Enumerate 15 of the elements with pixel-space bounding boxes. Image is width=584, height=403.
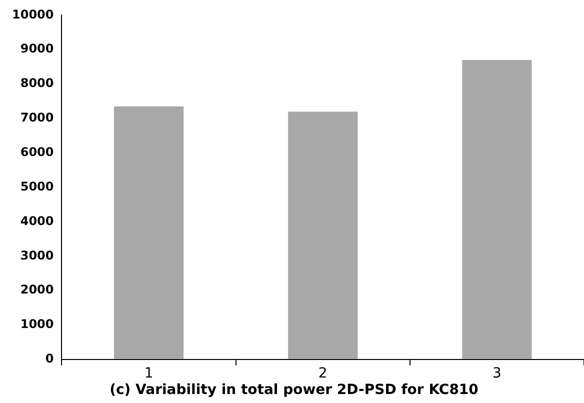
x-tick-label: 1 <box>144 365 154 382</box>
y-tick-label: 8000 <box>20 76 54 90</box>
y-tick-label: 9000 <box>20 42 54 56</box>
y-tick-label: 1000 <box>20 317 54 332</box>
y-tick-label: 0 <box>45 352 54 366</box>
y-tick-label: 2000 <box>20 282 54 297</box>
y-tick-label: 6000 <box>20 145 54 160</box>
x-tick-label: 2 <box>318 365 328 382</box>
y-tick-label: 10000 <box>12 7 54 22</box>
y-tick-label: 4000 <box>20 214 54 228</box>
y-tick-label: 5000 <box>20 179 54 194</box>
y-tick-label: 7000 <box>20 110 54 125</box>
text: (c) Variability in total power 2D-PSD for KC810 <box>110 382 479 398</box>
x-tick-label: 3 <box>492 365 502 382</box>
y-tick-label: 3000 <box>20 248 54 262</box>
